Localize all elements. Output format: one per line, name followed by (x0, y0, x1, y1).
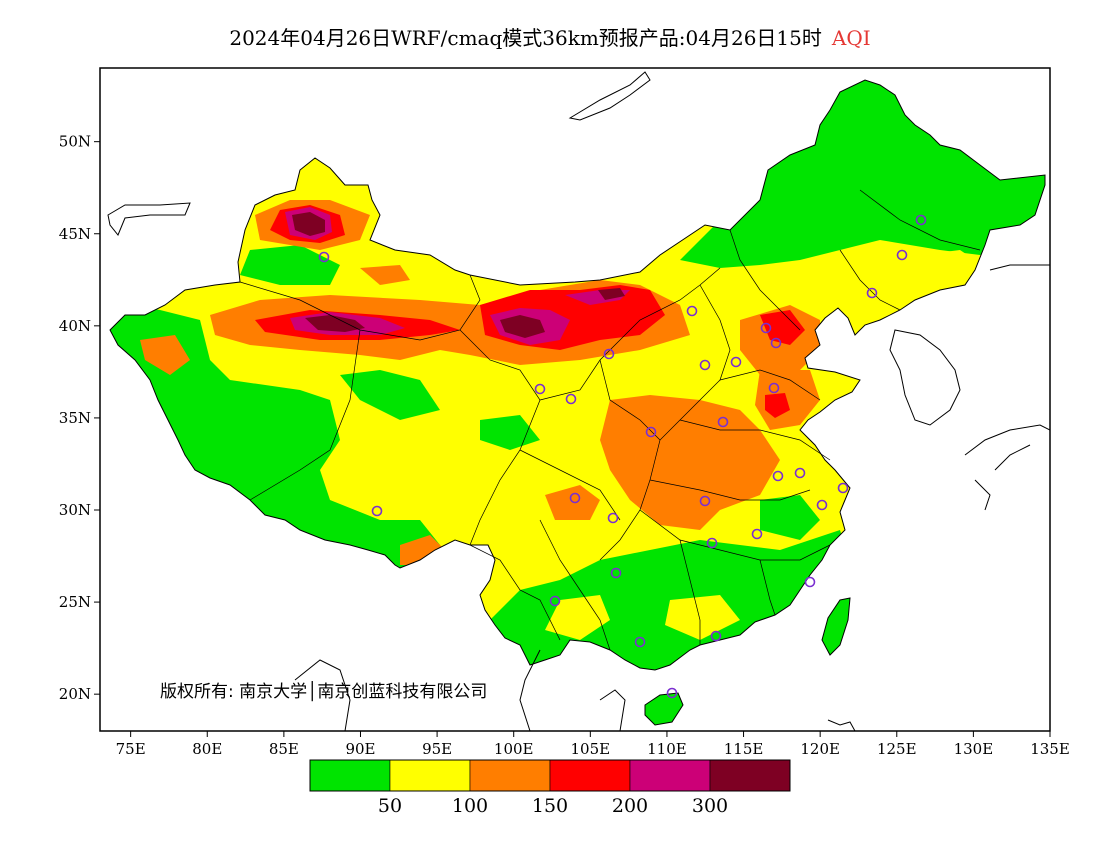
city-marker (794, 467, 806, 479)
city-marker (607, 512, 619, 524)
city-marker (699, 359, 711, 371)
lat-tick-label: 25N (59, 593, 91, 611)
legend-label: 150 (532, 795, 568, 817)
city-marker (569, 492, 581, 504)
city-marker (610, 567, 622, 579)
city-marker (866, 287, 878, 299)
lon-tick-label: 90E (345, 740, 375, 758)
city-marker (816, 499, 828, 511)
lon-tick-label: 110E (647, 740, 687, 758)
lat-tick-label: 50N (59, 133, 91, 151)
city-marker (565, 393, 577, 405)
city-marker (768, 382, 780, 394)
legend-border (309, 759, 791, 792)
city-marker (603, 348, 615, 360)
legend-swatch (389, 759, 471, 792)
city-marker (318, 251, 330, 263)
map-frame (99, 67, 1051, 732)
legend-swatch (709, 759, 791, 792)
latitude-axis: 20N 25N 30N 35N 40N 45N 50N (59, 133, 100, 703)
lon-tick-label: 85E (269, 740, 299, 758)
city-marker (645, 426, 657, 438)
city-marker (534, 383, 546, 395)
lon-tick-label: 125E (877, 740, 917, 758)
taiwan-island (821, 597, 851, 656)
city-marker (751, 528, 763, 540)
legend-label: 300 (692, 795, 728, 817)
city-marker (686, 305, 698, 317)
city-marker (804, 576, 816, 588)
china-outline (109, 79, 1046, 671)
lat-tick-label: 20N (59, 685, 91, 703)
lat-tick-label: 45N (59, 225, 91, 243)
city-marker (710, 630, 722, 642)
city-marker (837, 482, 849, 494)
city-marker (699, 495, 711, 507)
lon-tick-label: 75E (116, 740, 146, 758)
lon-tick-label: 80E (192, 740, 222, 758)
legend-swatch (309, 759, 391, 792)
lon-tick-label: 120E (800, 740, 840, 758)
province-boundaries (239, 189, 981, 651)
longitude-axis: 75E 80E 85E 90E 95E 100E 105E 110E 115E 120E 125E 1… (116, 731, 1070, 758)
city-marker (730, 356, 742, 368)
coastlines (107, 71, 1050, 731)
city-marker (772, 470, 784, 482)
city-marker (915, 214, 927, 226)
lat-tick-label: 30N (59, 501, 91, 519)
city-marker (371, 505, 383, 517)
city-marker (549, 595, 561, 607)
city-marker (634, 636, 646, 648)
legend-swatch (629, 759, 711, 792)
title-text: 2024年04月26日WRF/cmaq模式36km预报产品:04月26日15时 (229, 26, 822, 50)
lon-tick-label: 95E (422, 740, 452, 758)
legend-label: 50 (378, 795, 402, 817)
city-marker (706, 537, 718, 549)
lat-tick-label: 40N (59, 317, 91, 335)
city-marker (717, 416, 729, 428)
lon-tick-label: 135E (1030, 740, 1070, 758)
map-title: 2024年04月26日WRF/cmaq模式36km预报产品:04月26日15时 A… (0, 22, 1100, 51)
legend-swatch (549, 759, 631, 792)
lon-tick-label: 130E (954, 740, 994, 758)
city-marker (666, 687, 678, 699)
hainan-island (644, 692, 684, 726)
aqi-legend: 50 100 150 200 300 (309, 759, 791, 817)
copyright-text: 版权所有: 南京大学│南京创蓝科技有限公司 (160, 681, 487, 702)
city-markers (318, 214, 927, 699)
lon-tick-label: 115E (724, 740, 764, 758)
lon-tick-label: 100E (494, 740, 534, 758)
lon-tick-label: 105E (571, 740, 611, 758)
legend-label: 200 (612, 795, 648, 817)
lat-tick-label: 35N (59, 409, 91, 427)
city-marker (770, 337, 782, 349)
title-variable: AQI (831, 26, 871, 50)
legend-label: 100 (452, 795, 488, 817)
city-marker (896, 249, 908, 261)
legend-swatch (469, 759, 551, 792)
city-marker (760, 322, 772, 334)
